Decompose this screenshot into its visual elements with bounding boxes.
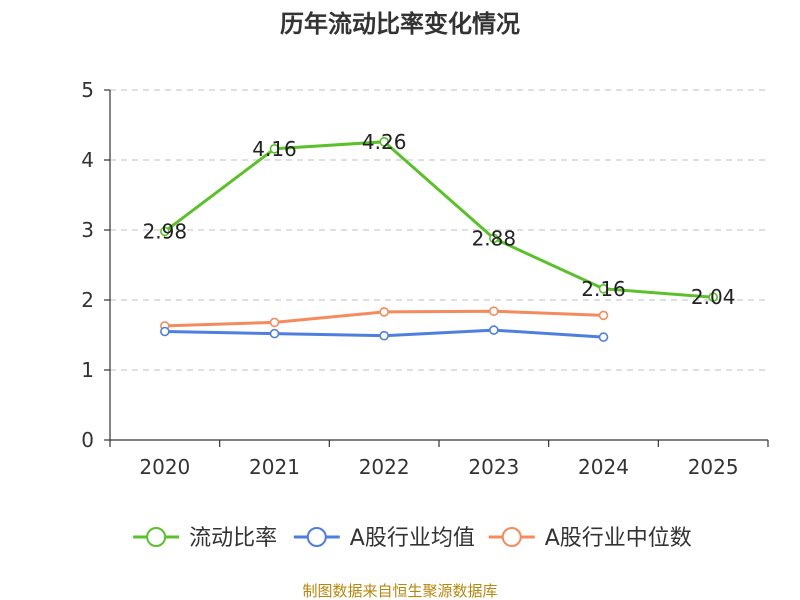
data-point[interactable] [489,306,499,317]
legend-marker [146,527,167,547]
data-point[interactable] [379,137,389,147]
series-line [163,140,714,299]
data-point[interactable] [379,330,389,341]
data-point[interactable] [160,226,170,237]
legend-label: 流动比率 [189,526,277,551]
series-2 [160,306,609,331]
series-0: 2.98 4.16 4.26 2.88 2.16 2.04 [143,130,736,309]
data-label: 4.16 [252,137,297,161]
data-label: 2.98 [143,219,188,243]
data-label: 4.26 [362,130,407,154]
data-point[interactable] [489,325,499,335]
data-point[interactable] [598,283,609,294]
y-tick-label: 2 [81,288,94,312]
data-point[interactable] [708,292,718,303]
series-layer: 2.98 4.16 4.26 2.88 2.16 2.04 [143,130,736,342]
x-tick-label: 2022 [359,455,410,479]
legend-item-1[interactable]: A股行业均值 [293,526,475,551]
x-tick-label: 2021 [249,455,300,479]
legend-marker [501,527,522,547]
legend-marker [306,527,327,547]
axes: 0 1 2 3 4 5 2020 2021 2022 2023 2024 2025 [81,78,769,479]
x-tick-label: 2020 [139,455,190,479]
x-tick-label: 2023 [468,455,519,479]
series-1 [160,325,609,342]
y-tick-label: 5 [81,78,94,102]
chart-title: 历年流动比率变化情况 [280,10,520,38]
y-tick-label: 0 [81,428,94,452]
data-point[interactable] [269,144,280,154]
data-label: 2.88 [472,226,517,250]
data-point[interactable] [269,328,280,339]
legend-label: A股行业均值 [350,526,475,551]
x-tick-label: 2024 [578,455,629,479]
grid [110,89,768,371]
legend-label: A股行业中位数 [545,526,692,551]
data-point[interactable] [379,307,389,317]
data-point[interactable] [598,310,609,321]
legend-item-2[interactable]: A股行业中位数 [488,526,692,551]
data-label: 2.16 [581,277,626,301]
data-point[interactable] [269,317,280,328]
legend-item-0[interactable]: 流动比率 [133,526,277,551]
y-tick-label: 4 [81,148,94,172]
y-tick-label: 3 [81,218,94,242]
x-tick-label: 2025 [688,455,739,479]
legend[interactable]: 流动比率 A股行业均值 A股行业中位数 [133,526,692,551]
data-label: 2.04 [691,285,736,309]
y-tick-label: 1 [81,358,94,382]
data-point[interactable] [489,233,499,244]
data-point[interactable] [160,326,170,337]
data-point[interactable] [598,332,609,342]
source-note: 制图数据来自恒生聚源数据库 [302,582,497,600]
